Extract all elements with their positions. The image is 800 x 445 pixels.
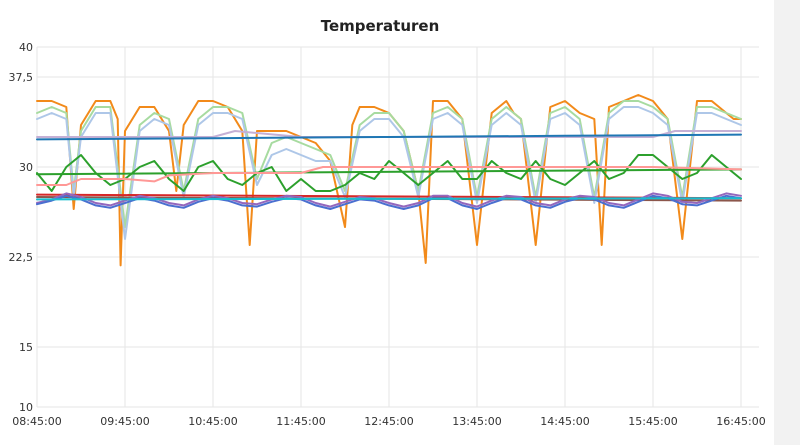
x-tick-label: 13:45:00 — [452, 415, 501, 428]
series-line-3 — [36, 106, 742, 240]
x-tick-label: 12:45:00 — [364, 415, 413, 428]
series-line-6 — [36, 154, 742, 192]
x-tick-label: 14:45:00 — [540, 415, 589, 428]
x-tick-label: 11:45:00 — [276, 415, 325, 428]
y-tick-label: 40 — [19, 41, 33, 54]
x-tick-label: 15:45:00 — [628, 415, 677, 428]
temperature-chart: 10 15 22,5 30 37,5 40 08:45:00 09:45:00 10:45:00… — [9, 41, 766, 428]
series-line-12 — [36, 194, 742, 210]
series-line-5 — [36, 133, 742, 141]
y-tick-label: 10 — [19, 401, 33, 414]
axes: 10 15 22,5 30 37,5 40 08:45:00 09:45:00 10:45:00… — [9, 41, 766, 428]
series-group — [36, 94, 742, 267]
series-line-7 — [36, 168, 742, 176]
y-tick-label: 37,5 — [9, 71, 34, 84]
series-line-2 — [36, 100, 742, 228]
series-line-1 — [36, 94, 742, 267]
x-tick-label: 08:45:00 — [12, 415, 61, 428]
right-panel — [774, 0, 800, 445]
series-line-13 — [36, 197, 742, 201]
x-tick-label: 09:45:00 — [100, 415, 149, 428]
series-line-8 — [36, 166, 742, 186]
y-tick-label: 22,5 — [9, 251, 34, 264]
chart-title: Temperaturen — [320, 17, 440, 35]
y-tick-label: 15 — [19, 341, 33, 354]
y-tick-label: 30 — [19, 161, 33, 174]
x-tick-label: 10:45:00 — [188, 415, 237, 428]
x-tick-label: 16:45:00 — [716, 415, 765, 428]
series-line-11 — [36, 192, 742, 208]
